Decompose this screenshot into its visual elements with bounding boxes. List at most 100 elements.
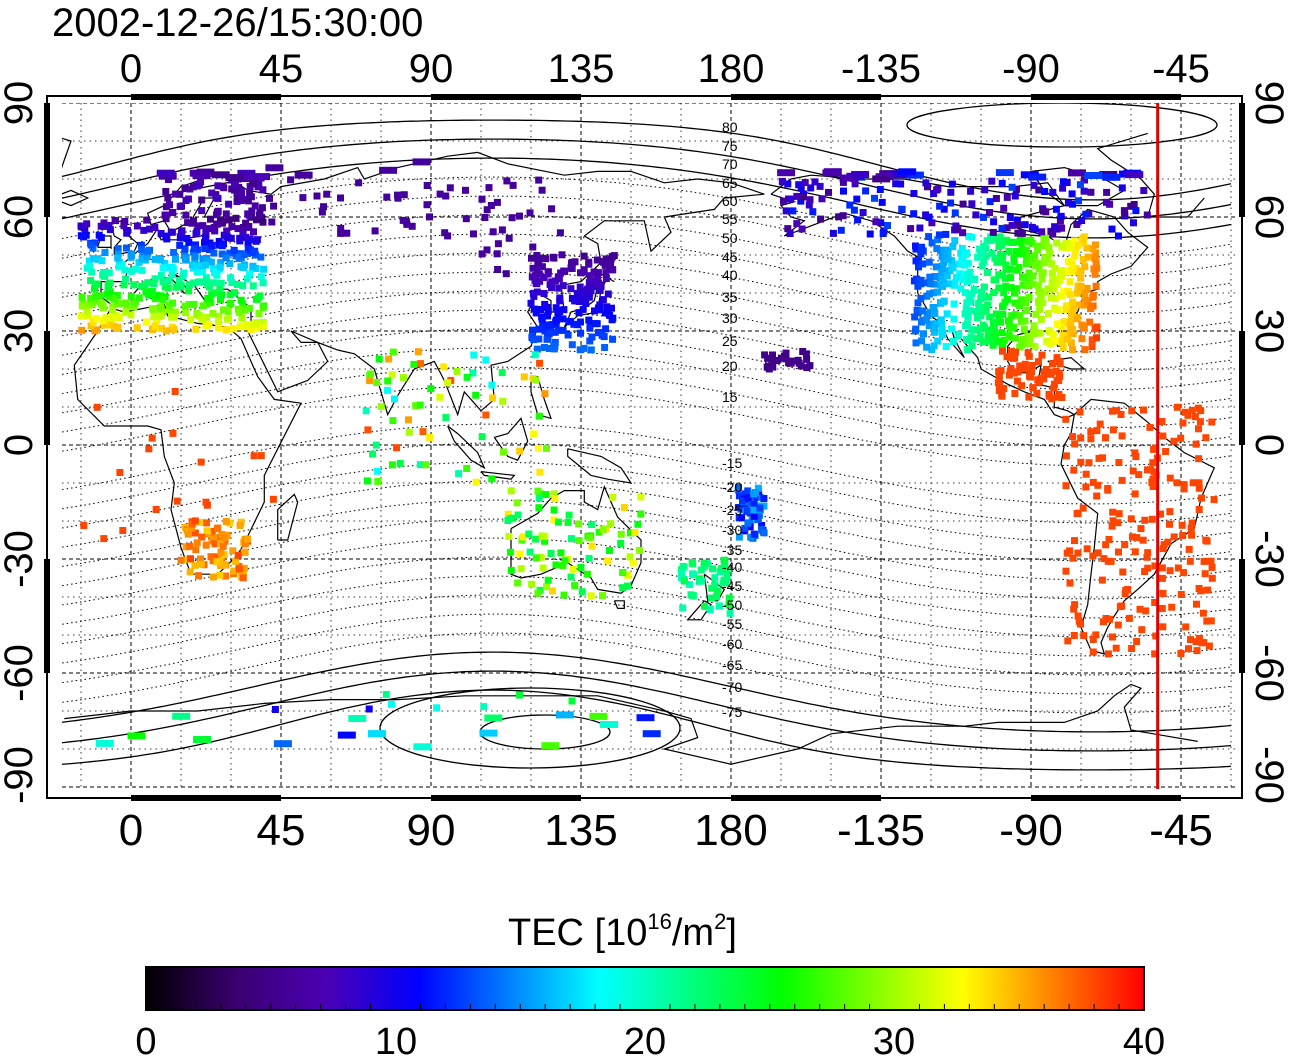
tec-cell: [93, 280, 101, 288]
tec-cell: [580, 252, 588, 260]
tec-cell: [598, 331, 606, 339]
tec-cell: [990, 323, 998, 331]
tec-cell: [561, 557, 569, 565]
tec-cell: [1068, 260, 1076, 268]
tec-cell: [1108, 225, 1116, 233]
tec-cell: [216, 263, 224, 271]
tec-cell: [1058, 323, 1065, 331]
tec-cell: [239, 224, 247, 231]
tec-cell: [81, 224, 89, 232]
tec-cell: [87, 241, 95, 249]
tec-cell: [222, 254, 230, 262]
tec-cell: [100, 321, 108, 329]
tec-cell: [259, 304, 267, 312]
tec-cell: [806, 196, 814, 204]
tec-cell: [735, 492, 743, 500]
tec-cell: [1137, 525, 1145, 533]
tec-cell: [1037, 294, 1045, 302]
tec-cell: [928, 346, 936, 354]
tec-cell: [168, 313, 176, 321]
tec-cell: [1021, 362, 1029, 370]
tec-cell: [609, 493, 617, 501]
tec-cell: [1000, 204, 1008, 212]
tec-cell: [255, 310, 263, 317]
tec-cell: [697, 566, 705, 574]
tec-cell: [980, 213, 987, 221]
tec-cell: [738, 514, 746, 522]
lon-tick-bottom: -45: [1149, 806, 1213, 855]
tec-cell: [132, 265, 140, 273]
tec-cell: [979, 321, 987, 329]
tec-cell: [203, 527, 211, 535]
tec-cell: [482, 356, 490, 364]
tec-cell: [585, 279, 593, 287]
tec-cell: [116, 469, 124, 476]
tec-cell: [1149, 459, 1157, 467]
tec-cell: [594, 304, 602, 312]
tec-cell: [405, 428, 413, 436]
tec-cell: [542, 255, 550, 263]
tec-cell: [1195, 506, 1203, 513]
tec-cell: [534, 258, 542, 266]
tec-cell: [1071, 252, 1079, 260]
tec-cell: [110, 295, 118, 303]
tec-cell: [956, 270, 964, 278]
tec-cell: [1062, 452, 1070, 460]
tec-cell: [919, 316, 927, 324]
contour-label: -45: [722, 578, 742, 594]
tec-cell: [760, 495, 768, 502]
tec-cell: [586, 272, 594, 280]
mlat-contour-pole-south: [379, 687, 681, 769]
contour-label: -40: [722, 559, 742, 575]
tec-cell: [533, 288, 541, 296]
tec-cell: [1136, 605, 1144, 613]
tec-cell: [217, 562, 224, 569]
tec-cell: [209, 557, 217, 565]
tec-cell: [1084, 253, 1092, 261]
tec-cell: [1050, 285, 1058, 293]
tec-cell: [985, 326, 993, 334]
tec-cell: [1053, 239, 1061, 247]
tec-cell: [446, 184, 454, 192]
tec-cell: [846, 201, 854, 209]
tec-cell: [416, 461, 424, 469]
tec-cell: [735, 484, 742, 491]
tec-cell: [151, 224, 159, 231]
lat-tick-left: 90: [0, 81, 41, 126]
tec-cell: [215, 312, 223, 320]
tec-cell: [872, 175, 891, 183]
mlat-contour: [62, 689, 1232, 771]
tec-cell: [423, 201, 431, 209]
tec-cell: [991, 254, 999, 262]
tec-cell: [1059, 178, 1067, 186]
tec-cell: [203, 300, 211, 308]
tec-cell: [1047, 294, 1055, 302]
tec-cell: [516, 212, 523, 220]
tec-cell: [493, 250, 501, 258]
tec-cell: [1050, 384, 1058, 392]
coastline: [447, 425, 486, 470]
tec-cell: [1071, 537, 1078, 545]
tec-cell: [701, 602, 708, 610]
tec-cell: [192, 172, 211, 180]
tec-cell: [480, 703, 488, 711]
tec-cell: [514, 579, 522, 587]
tec-cell: [557, 549, 565, 557]
tec-cell: [1159, 545, 1167, 553]
tec-cell: [1083, 284, 1091, 292]
tec-cell: [1065, 244, 1073, 252]
tec-cell: [915, 263, 922, 271]
tec-cell: [1018, 296, 1025, 304]
tec-cell: [528, 580, 536, 588]
frame-tick-bars: [44, 94, 1245, 801]
tec-cell: [170, 249, 178, 256]
tec-cell: [955, 260, 963, 268]
tec-cell: [101, 249, 109, 257]
tec-cell: [968, 233, 976, 241]
tec-cell: [243, 321, 251, 329]
tec-cell: [636, 546, 643, 554]
tec-cell: [1120, 207, 1128, 215]
tec-cell: [224, 234, 232, 241]
tec-cell: [1064, 267, 1071, 275]
tec-cell: [555, 711, 574, 719]
